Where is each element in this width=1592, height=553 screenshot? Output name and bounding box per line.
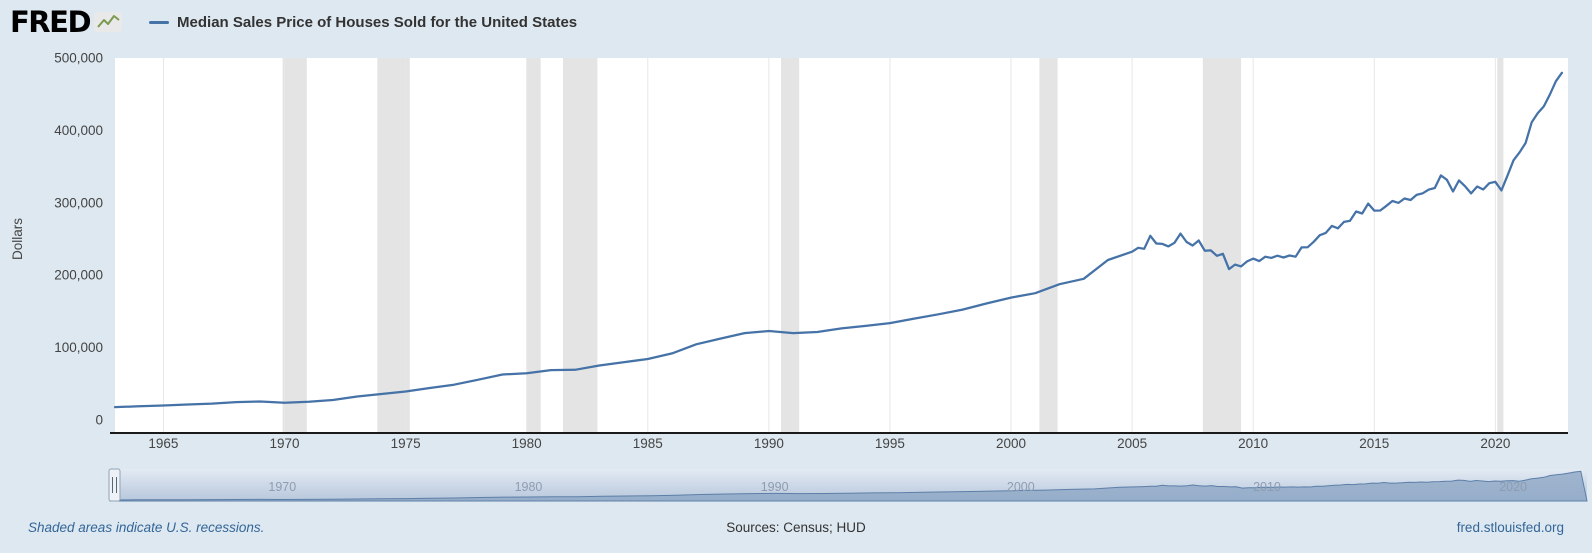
plot-area — [115, 58, 1568, 432]
y-axis-title: Dollars — [10, 218, 25, 260]
x-tick-label: 1995 — [875, 436, 905, 451]
x-tick-label: 1980 — [512, 436, 542, 451]
navigator-left-handle[interactable] — [108, 468, 121, 502]
recession-band — [377, 58, 410, 432]
y-tick-label: 300,000 — [54, 195, 103, 210]
price-line-chart: 1965 1970 1975 1980 1985 1990 1995 2000 2005 2010… — [10, 51, 1568, 451]
x-tick-label: 1975 — [391, 436, 421, 451]
x-tick-label: 1990 — [754, 436, 784, 451]
chart-legend: Median Sales Price of Houses Sold for th… — [149, 14, 577, 31]
y-tick-label: 100,000 — [54, 340, 103, 355]
fred-site-link[interactable]: fred.stlouisfed.org — [1456, 520, 1564, 535]
series-legend-marker — [149, 20, 170, 24]
recession-band — [282, 58, 307, 432]
navigator-year-label: 2020 — [1499, 480, 1527, 494]
fred-logo-text: FRED — [10, 4, 92, 39]
x-tick-label: 1965 — [148, 436, 178, 451]
recession-note-link[interactable]: Shaded areas indicate U.S. recessions. — [28, 520, 265, 535]
x-tick-label: 1970 — [269, 436, 299, 451]
footer: Shaded areas indicate U.S. recessions. S… — [0, 502, 1592, 553]
header: FRED Median Sales Price of Houses Sold f… — [0, 0, 1592, 44]
navigator-year-label: 2010 — [1253, 480, 1281, 494]
navigator-year-label: 2000 — [1007, 480, 1035, 494]
navigator-year-label: 1990 — [761, 480, 789, 494]
y-tick-label: 200,000 — [54, 268, 103, 283]
recession-band — [526, 58, 541, 432]
x-tick-label: 1985 — [633, 436, 663, 451]
recession-band — [1039, 58, 1058, 432]
navigator-year-label: 1970 — [268, 480, 296, 494]
x-tick-label: 2015 — [1359, 436, 1389, 451]
fred-logo-sparkline-icon — [94, 12, 123, 32]
range-navigator[interactable]: 1970 1980 1990 2000 2010 2020 — [0, 468, 1592, 502]
recession-band — [1202, 58, 1242, 432]
fred-logo[interactable]: FRED — [10, 4, 123, 39]
navigator-area — [109, 470, 1588, 502]
recession-band — [1497, 58, 1504, 432]
x-tick-label: 2010 — [1238, 436, 1268, 451]
y-tick-label: 400,000 — [54, 123, 103, 138]
recession-band — [563, 58, 598, 432]
y-tick-label: 0 — [95, 413, 103, 428]
x-tick-label: 2005 — [1117, 436, 1147, 451]
chart-title: Median Sales Price of Houses Sold for th… — [177, 13, 578, 31]
navigator-year-label: 1980 — [515, 480, 543, 494]
sources-text[interactable]: Sources: Census; HUD — [726, 520, 866, 535]
recession-band — [781, 58, 800, 432]
x-tick-label: 2020 — [1480, 436, 1510, 451]
y-tick-label: 500,000 — [54, 51, 103, 66]
x-tick-label: 2000 — [996, 436, 1026, 451]
series-line — [113, 71, 1564, 409]
